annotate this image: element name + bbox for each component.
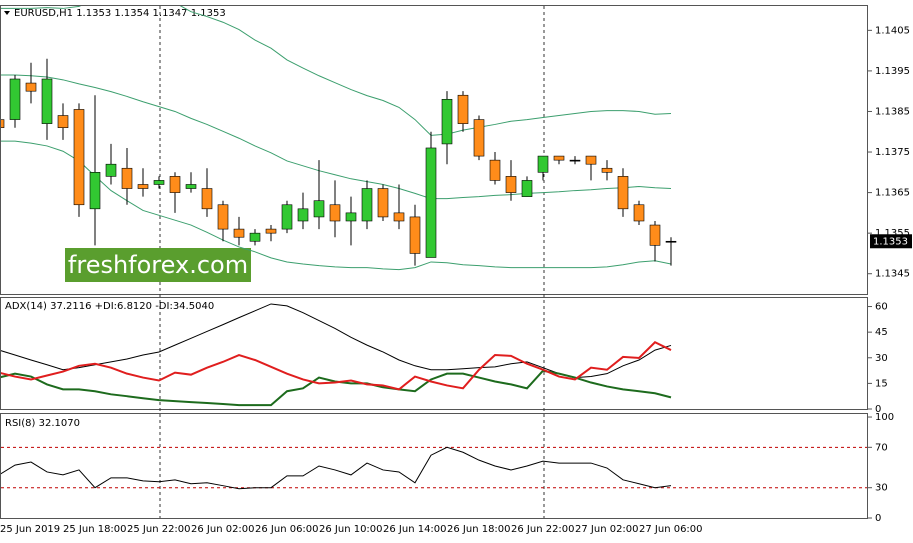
candle-body (265, 228, 277, 234)
candle-body (9, 78, 21, 120)
x-tick-label: 26 Jun 22:00 (511, 524, 575, 535)
series-line (1, 446, 672, 490)
candle-body (169, 176, 181, 193)
candle-body (617, 176, 629, 210)
candle-body (121, 167, 133, 189)
candle-body (521, 180, 533, 197)
y-tick-label: 1.1385 (875, 106, 910, 117)
candle-body (185, 184, 197, 189)
candle-body (153, 180, 165, 185)
x-tick-label: 26 Jun 14:00 (383, 524, 447, 535)
y-tick-label: 30 (875, 483, 888, 494)
current-price-box (870, 234, 912, 249)
candle-body (233, 228, 245, 238)
menu-arrow (4, 11, 10, 15)
candle-body (345, 212, 357, 222)
x-tick-label: 25 Jun 2019 (0, 524, 60, 535)
candle-body (313, 200, 325, 218)
rsi-title: RSI(8) 32.1070 (5, 418, 80, 429)
candle-body (57, 115, 69, 128)
candle-body (601, 167, 613, 173)
candle-body (249, 232, 261, 242)
candle-body (505, 176, 517, 193)
x-tick-label: 25 Jun 18:00 (63, 524, 127, 535)
x-tick-label: 27 Jun 06:00 (639, 524, 703, 535)
candle-body (393, 212, 405, 222)
candle-body (25, 82, 37, 92)
candle-body (537, 155, 549, 173)
y-tick-label: 1.1345 (875, 269, 910, 280)
indicator-plot (1, 303, 672, 407)
price-panel (0, 5, 868, 295)
candle-body (73, 109, 85, 206)
y-tick-label: 15 (875, 378, 888, 389)
candle-body (457, 94, 469, 124)
y-tick-label: 1.1355 (875, 228, 910, 239)
candle-body (633, 204, 645, 222)
x-tick-label: 26 Jun 18:00 (447, 524, 511, 535)
chart-title: EURUSD,H1 1.1353 1.1354 1.1347 1.1353 (14, 8, 226, 19)
y-tick-label: 1.1395 (875, 66, 910, 77)
candle-body (585, 155, 597, 165)
y-tick-label: 1.1365 (875, 188, 910, 199)
candle-body (41, 78, 53, 124)
candle-body (137, 184, 149, 189)
candle-body (553, 155, 565, 161)
rsi-panel (0, 413, 868, 519)
candle-body (569, 159, 581, 162)
series-line (1, 341, 672, 391)
y-tick-label: 0 (875, 404, 881, 415)
candle-body (665, 240, 677, 243)
candle-body (441, 98, 453, 145)
y-tick-label: 60 (875, 302, 888, 313)
current-price-label: 1.1353 (873, 236, 908, 247)
y-tick-label: 45 (875, 327, 888, 338)
candle-body (217, 204, 229, 230)
candle-body (377, 188, 389, 218)
x-tick-label: 26 Jun 10:00 (319, 524, 383, 535)
candle-body (1, 119, 5, 128)
candle-body (473, 119, 485, 157)
candle-body (201, 188, 213, 210)
series-line (1, 6, 672, 136)
candle-body (89, 172, 101, 210)
watermark: freshforex.com (68, 251, 248, 279)
x-tick-label: 27 Jun 02:00 (575, 524, 639, 535)
y-tick-label: 1.1375 (875, 147, 910, 158)
adx-title: ADX(14) 37.2116 +DI:6.8120 -DI:34.5040 (5, 301, 214, 312)
watermark-box (65, 248, 251, 282)
candle-body (281, 204, 293, 230)
candle-body (361, 188, 373, 222)
x-tick-label: 25 Jun 22:00 (127, 524, 191, 535)
series-line (1, 303, 672, 379)
candle-body (489, 159, 501, 181)
adx-panel (0, 297, 868, 410)
candle-body (409, 216, 421, 254)
x-tick-label: 26 Jun 02:00 (191, 524, 255, 535)
series-line (1, 369, 672, 407)
candle-body (329, 204, 341, 222)
candle-body (649, 224, 661, 246)
candle-body (105, 163, 117, 177)
y-tick-label: 30 (875, 353, 888, 364)
candle-body (425, 147, 437, 258)
price-plot (1, 6, 677, 271)
candle-body (297, 208, 309, 222)
series-line (1, 74, 672, 200)
series-line (1, 140, 672, 271)
y-tick-label: 100 (875, 412, 894, 423)
y-tick-label: 0 (875, 513, 881, 524)
indicator-plot (1, 446, 867, 490)
y-tick-label: 1.1405 (875, 25, 910, 36)
x-tick-label: 26 Jun 06:00 (255, 524, 319, 535)
y-tick-label: 70 (875, 442, 888, 453)
